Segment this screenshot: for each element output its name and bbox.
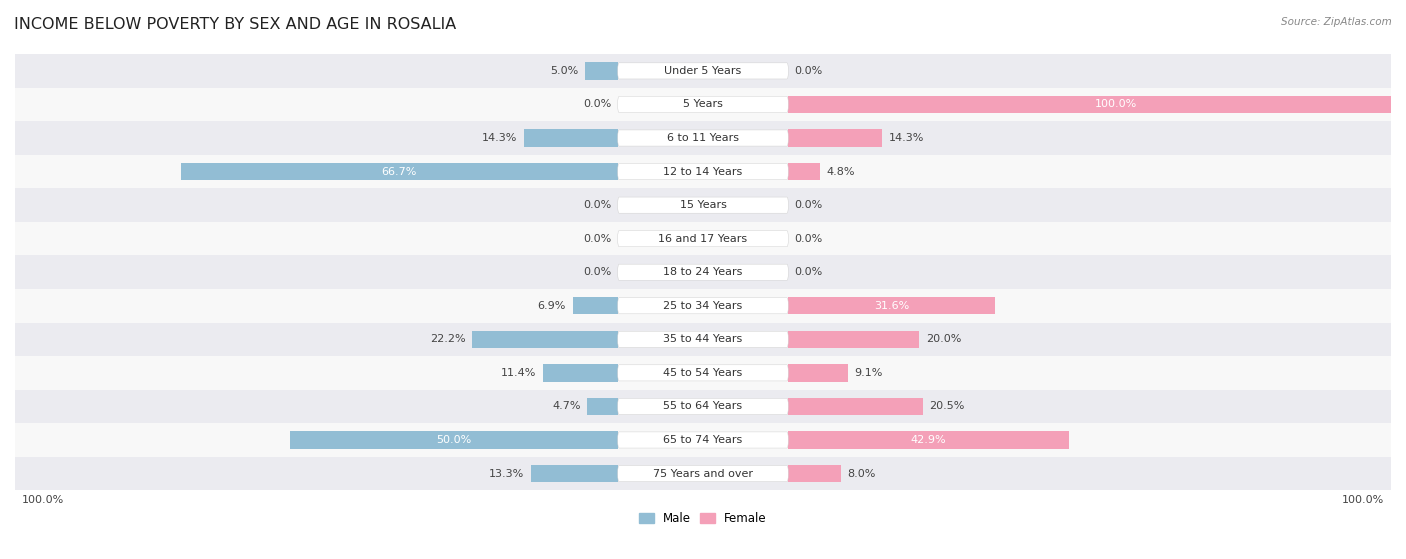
Bar [15,88,1391,121]
FancyBboxPatch shape [617,197,789,213]
Bar [789,465,841,482]
FancyBboxPatch shape [617,466,789,482]
Text: 55 to 64 Years: 55 to 64 Years [664,401,742,411]
Text: 0.0%: 0.0% [794,234,823,244]
Text: 0.0%: 0.0% [794,267,823,277]
Bar [588,397,617,415]
Text: 11.4%: 11.4% [501,368,537,378]
Bar [15,457,1391,490]
Text: 0.0%: 0.0% [794,66,823,76]
Bar [572,297,617,315]
FancyBboxPatch shape [617,164,789,179]
Bar [15,390,1391,423]
Text: 25 to 34 Years: 25 to 34 Years [664,301,742,311]
FancyBboxPatch shape [617,298,789,314]
FancyBboxPatch shape [617,231,789,247]
Legend: Male, Female: Male, Female [636,508,770,528]
Text: 18 to 24 Years: 18 to 24 Years [664,267,742,277]
FancyBboxPatch shape [617,365,789,381]
Text: 16 and 17 Years: 16 and 17 Years [658,234,748,244]
Text: 5.0%: 5.0% [550,66,578,76]
Text: 0.0%: 0.0% [583,200,612,210]
Bar [585,62,617,79]
Text: 35 to 44 Years: 35 to 44 Years [664,334,742,344]
Bar [543,364,617,382]
Bar [181,163,617,181]
Text: 13.3%: 13.3% [489,468,524,479]
Text: 14.3%: 14.3% [482,133,517,143]
Bar [530,465,617,482]
Bar [789,330,920,348]
Text: 6 to 11 Years: 6 to 11 Years [666,133,740,143]
Bar [15,121,1391,155]
Text: 20.5%: 20.5% [929,401,965,411]
Text: 100.0%: 100.0% [1095,100,1137,110]
Text: 20.0%: 20.0% [925,334,962,344]
Bar [15,155,1391,188]
Bar [15,54,1391,88]
Bar [472,330,617,348]
Bar [15,188,1391,222]
Bar [15,289,1391,323]
Bar [15,255,1391,289]
FancyBboxPatch shape [617,264,789,280]
Text: 12 to 14 Years: 12 to 14 Years [664,167,742,177]
FancyBboxPatch shape [617,63,789,79]
Bar [789,431,1070,449]
Text: Under 5 Years: Under 5 Years [665,66,741,76]
Bar [789,364,848,382]
Text: 66.7%: 66.7% [381,167,418,177]
Bar [290,431,617,449]
Bar [789,297,995,315]
Bar [789,96,1406,113]
Text: 0.0%: 0.0% [794,200,823,210]
Text: 15 Years: 15 Years [679,200,727,210]
Text: 65 to 74 Years: 65 to 74 Years [664,435,742,445]
Bar [15,323,1391,356]
Bar [15,423,1391,457]
Bar [15,222,1391,255]
Bar [789,129,882,146]
Text: 31.6%: 31.6% [875,301,910,311]
Text: 75 Years and over: 75 Years and over [652,468,754,479]
FancyBboxPatch shape [617,130,789,146]
Text: 0.0%: 0.0% [583,100,612,110]
Text: 42.9%: 42.9% [911,435,946,445]
FancyBboxPatch shape [617,432,789,448]
FancyBboxPatch shape [617,399,789,414]
Text: 45 to 54 Years: 45 to 54 Years [664,368,742,378]
Bar [524,129,617,146]
Bar [789,163,820,181]
Text: 100.0%: 100.0% [21,495,63,505]
Text: Source: ZipAtlas.com: Source: ZipAtlas.com [1281,17,1392,27]
FancyBboxPatch shape [617,331,789,347]
Bar [789,397,922,415]
Text: 8.0%: 8.0% [848,468,876,479]
Text: 0.0%: 0.0% [583,234,612,244]
Text: 5 Years: 5 Years [683,100,723,110]
Text: 4.7%: 4.7% [553,401,581,411]
Text: 0.0%: 0.0% [583,267,612,277]
Text: 100.0%: 100.0% [1343,495,1385,505]
Text: 50.0%: 50.0% [436,435,471,445]
Text: 4.8%: 4.8% [827,167,855,177]
Text: 14.3%: 14.3% [889,133,924,143]
Text: 6.9%: 6.9% [537,301,567,311]
Text: 22.2%: 22.2% [430,334,465,344]
Text: INCOME BELOW POVERTY BY SEX AND AGE IN ROSALIA: INCOME BELOW POVERTY BY SEX AND AGE IN R… [14,17,457,32]
FancyBboxPatch shape [617,96,789,112]
Text: 9.1%: 9.1% [855,368,883,378]
Bar [15,356,1391,390]
